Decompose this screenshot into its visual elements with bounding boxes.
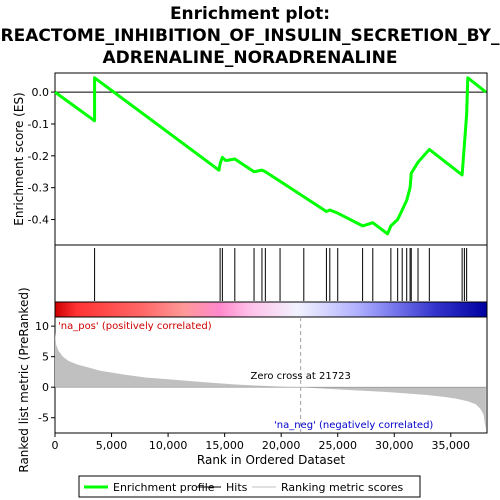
metric-x-tick-label: 25,000 <box>318 439 357 452</box>
es-y-tick-label: -0.3 <box>28 182 49 195</box>
metric-y-axis-label: Ranked list metric (PreRanked) <box>17 287 31 472</box>
zero-cross-label: Zero cross at 21723 <box>250 371 350 382</box>
chart-title-line-3: ADRENALINE_NORADRENALINE <box>102 48 398 68</box>
metric-y-tick-label: 0 <box>42 381 49 394</box>
metric-x-tick-label: 0 <box>52 439 59 452</box>
chart-title-line-2: REACTOME_INHIBITION_OF_INSULIN_SECRETION… <box>0 26 500 46</box>
metric-x-tick-label: 15,000 <box>205 439 244 452</box>
legend-item-label: Enrichment profile <box>113 481 215 494</box>
metric-y-tick-label: 5 <box>42 351 49 364</box>
legend-frame <box>78 475 421 498</box>
metric-x-tick-label: 5,000 <box>96 439 128 452</box>
es-y-tick-label: -0.1 <box>28 118 49 131</box>
es-y-tick-label: -0.2 <box>28 150 49 163</box>
chart-title-line-1: Enrichment plot: <box>169 4 331 24</box>
hits-panel-frame <box>54 244 488 303</box>
legend-item-label: Ranking metric scores <box>281 481 403 494</box>
ranking-metric-area <box>55 332 486 429</box>
legend: Enrichment profile Hits Ranking metric sco… <box>78 475 421 498</box>
metric-y-tick-label: -5 <box>38 412 49 425</box>
legend-item-label: Hits <box>226 481 248 494</box>
ranking-colorbar <box>54 301 488 318</box>
na-neg-label: 'na_neg' (negatively correlated) <box>274 420 433 431</box>
metric-x-tick-label: 30,000 <box>375 439 414 452</box>
metric-x-tick-label: 35,000 <box>432 439 471 452</box>
es-y-axis-label: Enrichment score (ES) <box>12 92 26 225</box>
x-axis-label: Rank in Ordered Dataset <box>197 453 345 467</box>
metric-y-tick-label: 10 <box>35 320 49 333</box>
na-pos-label: 'na_pos' (positively correlated) <box>58 321 212 332</box>
enrichment-profile-line <box>54 76 487 236</box>
es-y-tick-label: 0.0 <box>32 86 50 99</box>
metric-x-tick-label: 10,000 <box>149 439 188 452</box>
metric-x-tick-label: 20,000 <box>262 439 301 452</box>
es-y-tick-label: -0.4 <box>28 214 49 227</box>
